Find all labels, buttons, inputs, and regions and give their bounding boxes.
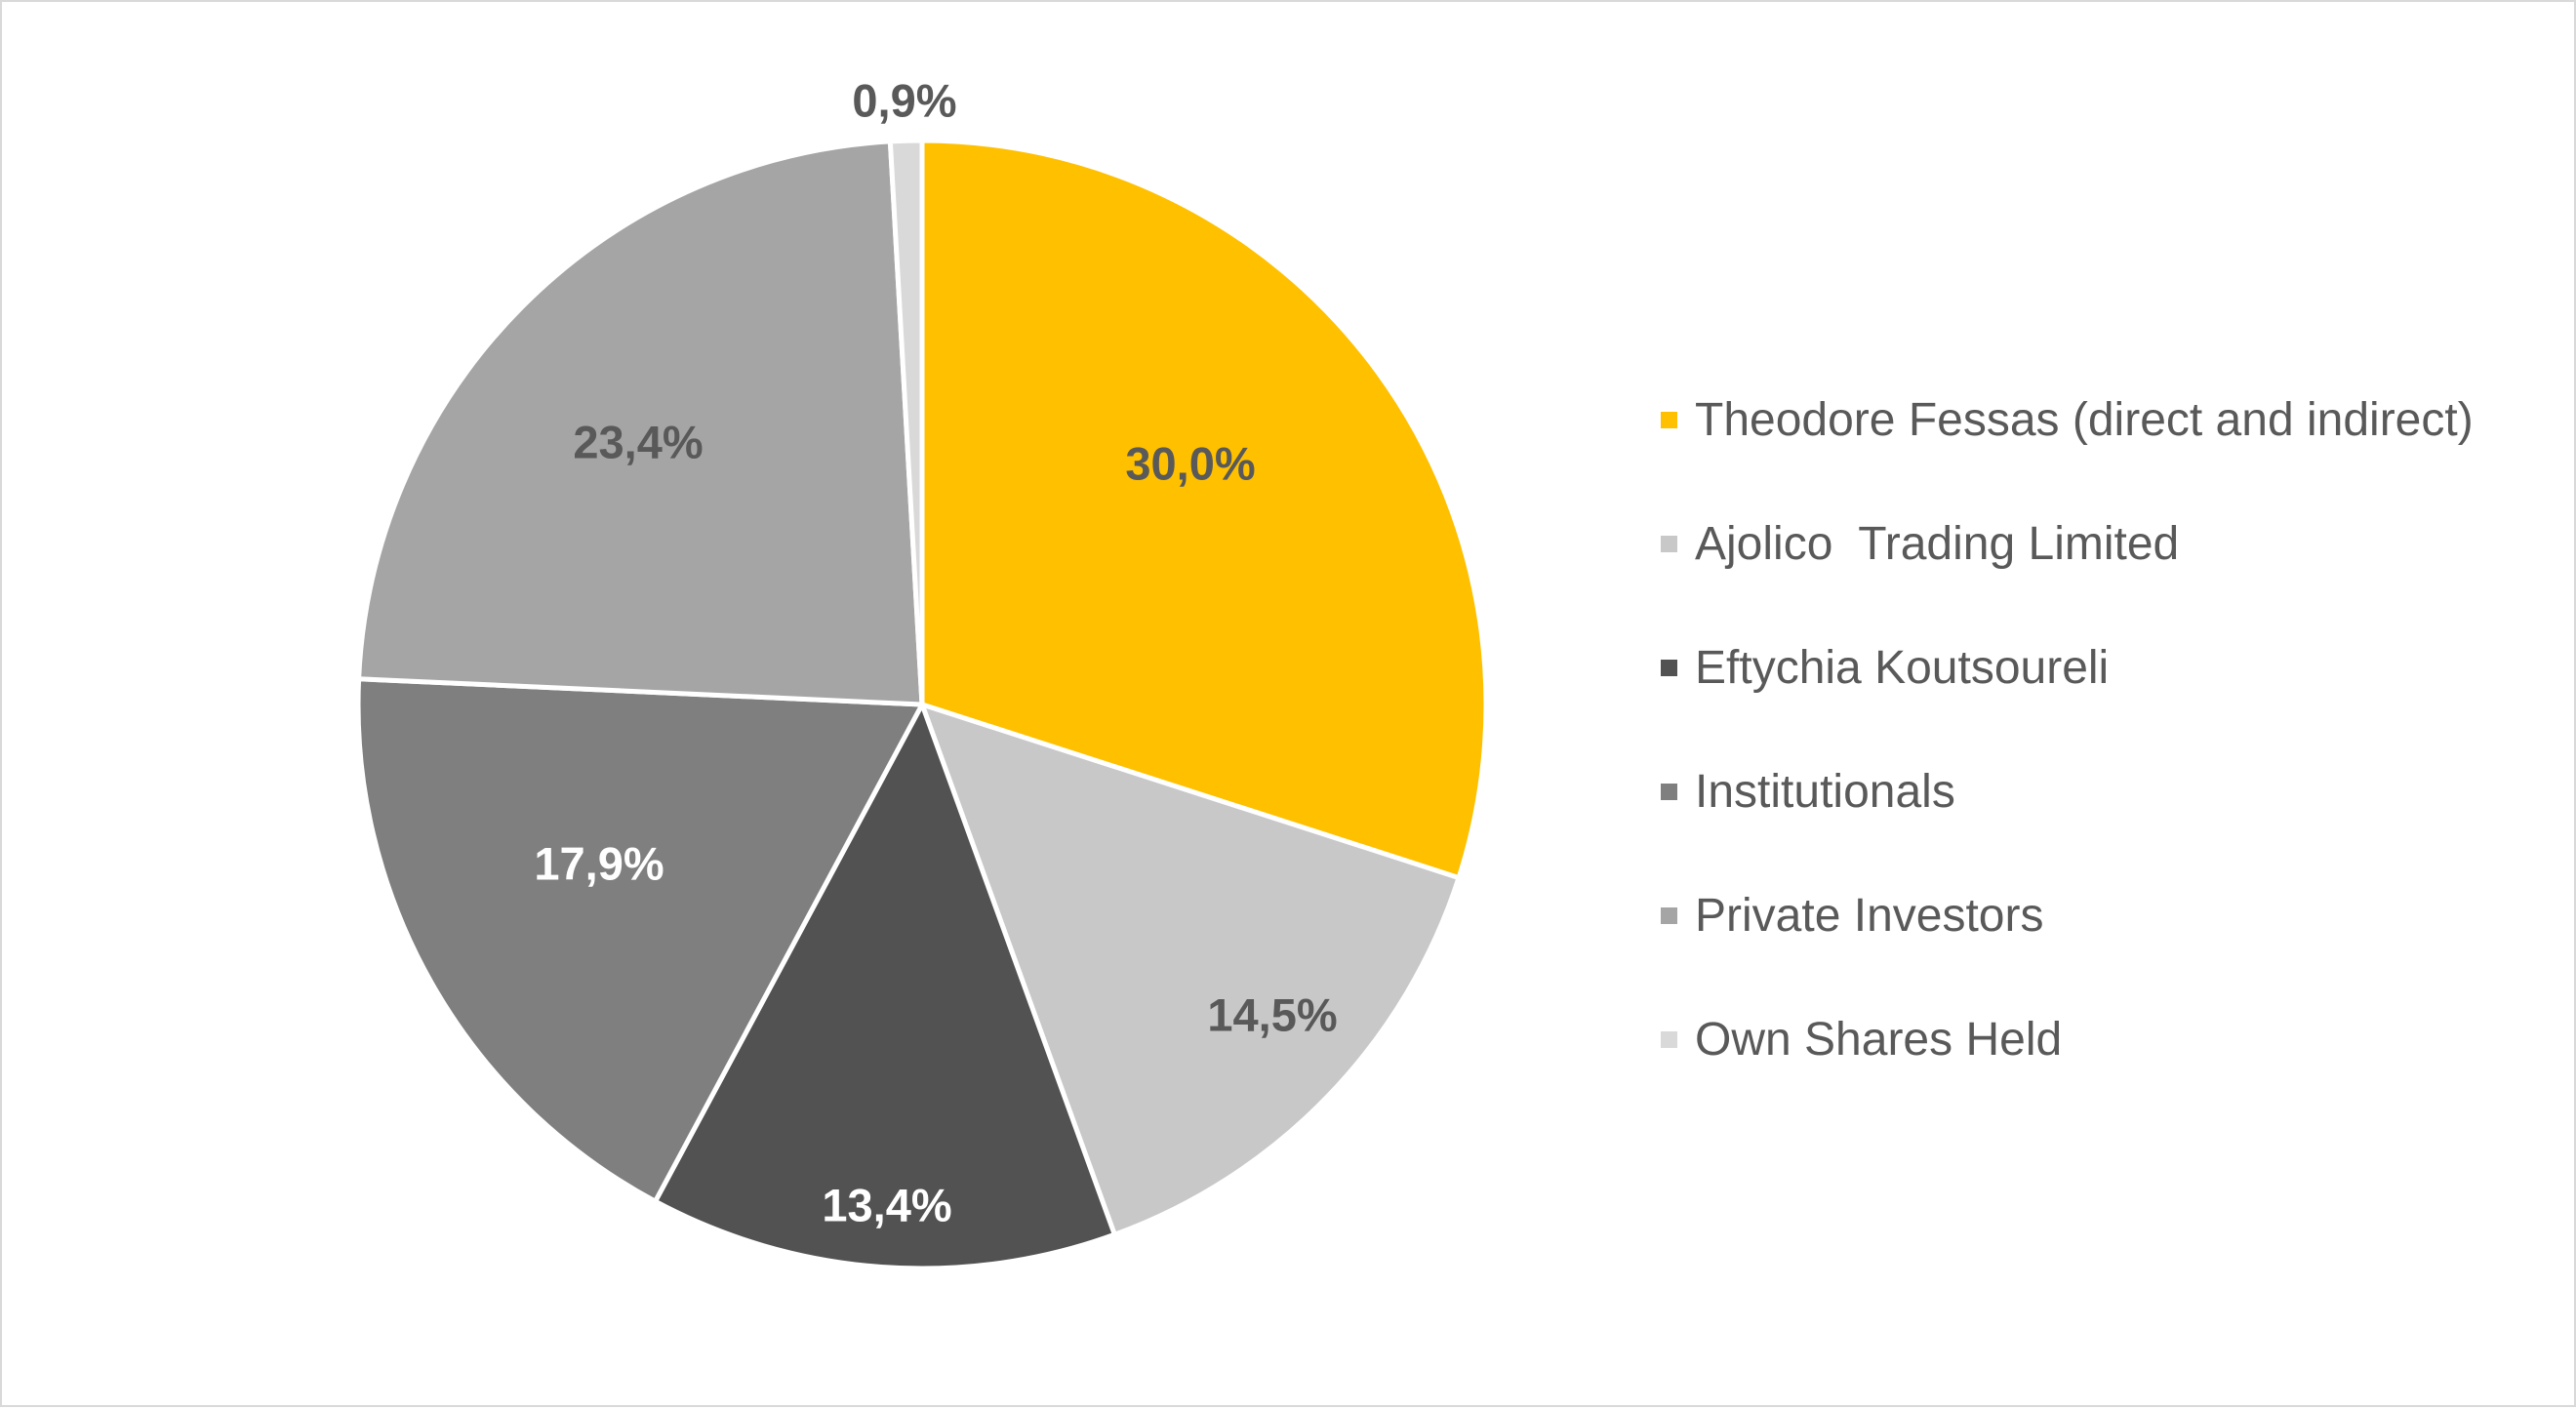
legend-swatch xyxy=(1661,1031,1677,1048)
legend-swatch xyxy=(1661,536,1677,552)
pie-slice-1 xyxy=(919,138,1489,881)
legend-label: Private Investors xyxy=(1695,890,2044,942)
legend-item-4: Institutionals xyxy=(1661,730,2539,854)
legend-swatch xyxy=(1661,660,1677,676)
legend-label: Theodore Fessas (direct and indirect) xyxy=(1695,394,2474,446)
legend-label: Own Shares Held xyxy=(1695,1014,2063,1066)
pie-data-label-3: 13,4% xyxy=(822,1179,951,1230)
legend-swatch xyxy=(1661,784,1677,800)
pie-data-label-1: 30,0% xyxy=(1125,437,1255,489)
legend-item-6: Own Shares Held xyxy=(1661,978,2539,1102)
legend-swatch xyxy=(1661,412,1677,428)
pie-slice-3 xyxy=(653,702,1117,1271)
legend-item-1: Theodore Fessas (direct and indirect) xyxy=(1661,358,2539,482)
legend-label: Institutionals xyxy=(1695,766,1955,818)
pie-slice-4 xyxy=(355,676,925,1204)
pie-slice-2 xyxy=(919,702,1462,1237)
legend-label: Eftychia Koutsoureli xyxy=(1695,642,2110,694)
legend-item-2: Ajolico Trading Limited xyxy=(1661,482,2539,606)
pie-slice-5 xyxy=(356,139,925,707)
pie-data-label-5: 23,4% xyxy=(573,416,703,467)
pie-data-label-6: 0,9% xyxy=(852,74,956,126)
pie-data-label-4: 17,9% xyxy=(534,837,664,889)
legend-label: Ajolico Trading Limited xyxy=(1695,518,2180,570)
pie-slice-6 xyxy=(887,138,925,707)
pie-data-label-2: 14,5% xyxy=(1207,988,1337,1040)
pie-slices xyxy=(355,138,1489,1271)
pie-data-labels: 30,0% 14,5% 13,4% 17,9% 23,4% 0,9% xyxy=(534,74,1337,1230)
legend: Theodore Fessas (direct and indirect) Ajo… xyxy=(1661,358,2539,1102)
legend-item-3: Eftychia Koutsoureli xyxy=(1661,606,2539,730)
legend-item-5: Private Investors xyxy=(1661,854,2539,978)
legend-swatch xyxy=(1661,907,1677,924)
